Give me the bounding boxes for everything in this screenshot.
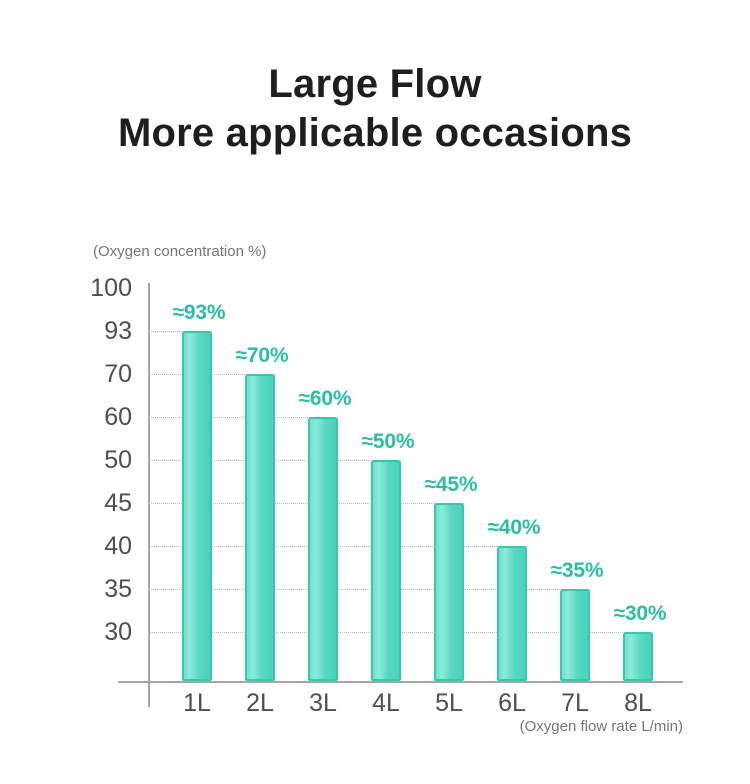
y-tick-label-100: 100 [90, 274, 132, 302]
y-tick-label-50: 50 [104, 446, 132, 474]
x-tick-label-2L: 2L [246, 689, 274, 717]
x-tick-label-1L: 1L [183, 689, 211, 717]
x-axis-caption: (Oxygen flow rate L/min) [519, 718, 683, 735]
title-line-2: More applicable occasions [117, 111, 633, 155]
x-tick-label-3L: 3L [309, 689, 337, 717]
y-tick-label-93: 93 [104, 317, 132, 345]
bar-3L [308, 417, 338, 681]
gridline-60 [148, 417, 338, 418]
bar-7L [560, 589, 590, 681]
bar-value-label-1L: ≈93% [172, 301, 226, 324]
y-axis-line [148, 283, 150, 707]
x-tick-label-7L: 7L [561, 689, 589, 717]
y-tick-label-30: 30 [104, 618, 132, 646]
title-line-1: Large Flow [268, 62, 482, 106]
y-axis-caption: (Oxygen concentration %) [93, 243, 267, 260]
bar-1L [182, 331, 212, 681]
bar-4L [371, 460, 401, 681]
y-tick-label-45: 45 [104, 489, 132, 517]
y-tick-label-35: 35 [104, 575, 132, 603]
gridline-35 [148, 589, 590, 590]
x-tick-label-6L: 6L [498, 689, 526, 717]
y-tick-label-40: 40 [104, 532, 132, 560]
x-axis-line [118, 681, 683, 683]
bar-value-label-8L: ≈30% [613, 602, 667, 625]
bar-value-label-7L: ≈35% [550, 559, 604, 582]
x-tick-label-8L: 8L [624, 689, 652, 717]
bar-value-label-5L: ≈45% [424, 473, 478, 496]
bar-value-label-3L: ≈60% [298, 387, 352, 410]
gridline-45 [148, 503, 464, 504]
gridline-93 [148, 331, 212, 332]
bar-value-label-2L: ≈70% [235, 344, 289, 367]
bar-value-label-6L: ≈40% [487, 516, 541, 539]
bar-6L [497, 546, 527, 681]
bar-value-label-4L: ≈50% [361, 430, 415, 453]
x-tick-label-4L: 4L [372, 689, 400, 717]
page-title: Large Flow More applicable occasions [0, 60, 750, 158]
y-tick-label-60: 60 [104, 403, 132, 431]
y-tick-label-70: 70 [104, 360, 132, 388]
bar-8L [623, 632, 653, 681]
bar-5L [434, 503, 464, 681]
x-tick-label-5L: 5L [435, 689, 463, 717]
bar-2L [245, 374, 275, 681]
